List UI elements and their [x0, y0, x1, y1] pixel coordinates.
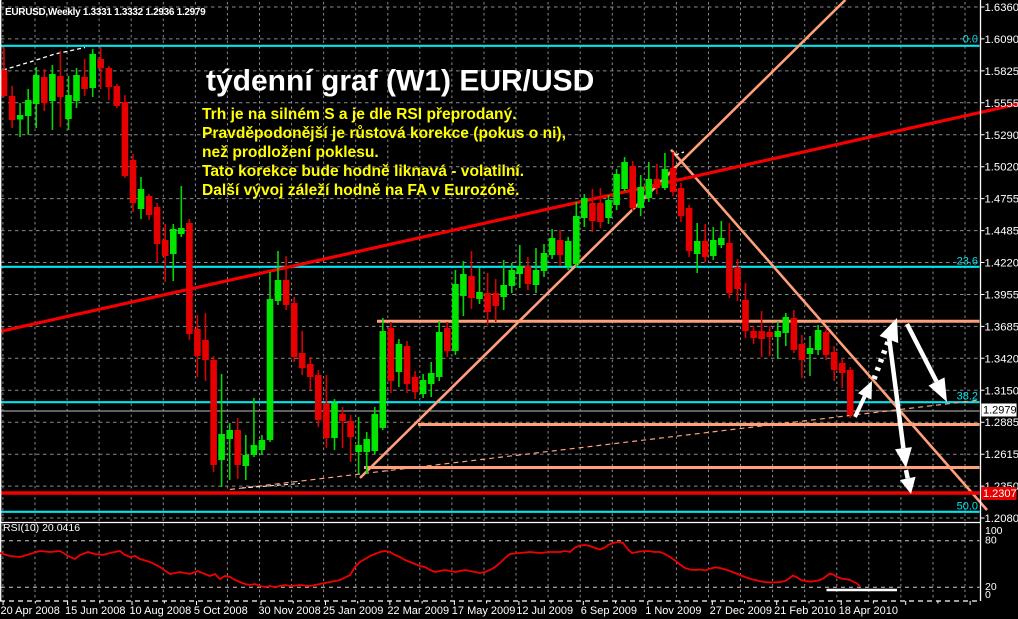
svg-text:17 May 2009: 17 May 2009 — [452, 605, 516, 617]
svg-text:týdenní graf (W1) EUR/USD: týdenní graf (W1) EUR/USD — [206, 65, 594, 98]
svg-text:21 Feb 2010: 21 Feb 2010 — [774, 605, 836, 617]
svg-text:1.4220: 1.4220 — [985, 258, 1018, 270]
svg-text:1.5825: 1.5825 — [985, 66, 1018, 78]
svg-text:1.5290: 1.5290 — [985, 130, 1018, 142]
svg-text:1.2615: 1.2615 — [985, 449, 1018, 461]
svg-text:1.2080: 1.2080 — [985, 513, 1018, 525]
svg-text:1.2307: 1.2307 — [983, 488, 1017, 500]
svg-text:30 Nov 2008: 30 Nov 2008 — [258, 605, 320, 617]
svg-text:0.0: 0.0 — [963, 34, 978, 46]
svg-text:18 Apr 2010: 18 Apr 2010 — [839, 605, 898, 617]
svg-text:Tato korekce bude hodně liknav: Tato korekce bude hodně liknavá - volati… — [202, 163, 524, 180]
svg-text:než prodložení poklesu.: než prodložení poklesu. — [202, 144, 379, 161]
svg-text:80: 80 — [985, 535, 997, 547]
svg-text:15 Jun 2008: 15 Jun 2008 — [65, 605, 126, 617]
svg-text:10 Aug 2008: 10 Aug 2008 — [129, 605, 191, 617]
svg-text:1.3150: 1.3150 — [985, 385, 1018, 397]
svg-text:1.3685: 1.3685 — [985, 321, 1018, 333]
svg-text:50.0: 50.0 — [957, 501, 978, 513]
svg-text:12 Jul 2009: 12 Jul 2009 — [516, 605, 573, 617]
svg-text:1.2979: 1.2979 — [983, 405, 1017, 417]
svg-text:1.6360: 1.6360 — [985, 2, 1018, 14]
svg-text:EURUSD,Weekly 1.3331 1.3332: EURUSD,Weekly 1.3331 1.3332 1.2936 1.297… — [5, 7, 206, 18]
svg-text:1.3420: 1.3420 — [985, 353, 1018, 365]
svg-text:Trh je na silném S a je dle RS: Trh je na silném S a je dle RSI přeproda… — [202, 106, 517, 123]
svg-text:6 Sep 2009: 6 Sep 2009 — [581, 605, 637, 617]
svg-text:20: 20 — [985, 581, 997, 593]
svg-text:Další vývoj záleží hodně na FA: Další vývoj záleží hodně na FA v Eurozón… — [202, 182, 519, 199]
svg-text:0: 0 — [985, 589, 991, 601]
svg-text:Pravděpodonější je růstová kor: Pravděpodonější je růstová korekce (poku… — [202, 125, 566, 142]
svg-text:RSI(10) 20.0416: RSI(10) 20.0416 — [3, 522, 80, 534]
svg-text:23.6: 23.6 — [957, 256, 978, 268]
svg-text:1.4485: 1.4485 — [985, 226, 1018, 238]
svg-text:1.5555: 1.5555 — [985, 98, 1018, 110]
svg-text:1.2885: 1.2885 — [985, 417, 1018, 429]
svg-text:25 Jan 2009: 25 Jan 2009 — [323, 605, 384, 617]
svg-text:1.4755: 1.4755 — [985, 194, 1018, 206]
svg-text:1.3955: 1.3955 — [985, 289, 1018, 301]
svg-text:1 Nov 2009: 1 Nov 2009 — [645, 605, 701, 617]
svg-text:1.5020: 1.5020 — [985, 162, 1018, 174]
svg-text:5 Oct 2008: 5 Oct 2008 — [194, 605, 248, 617]
svg-text:1.6090: 1.6090 — [985, 34, 1018, 46]
svg-text:22 Mar 2009: 22 Mar 2009 — [387, 605, 449, 617]
svg-text:38.2: 38.2 — [957, 391, 978, 403]
svg-text:20 Apr 2008: 20 Apr 2008 — [1, 605, 60, 617]
svg-text:27 Dec 2009: 27 Dec 2009 — [710, 605, 772, 617]
svg-text:100: 100 — [985, 525, 1003, 537]
